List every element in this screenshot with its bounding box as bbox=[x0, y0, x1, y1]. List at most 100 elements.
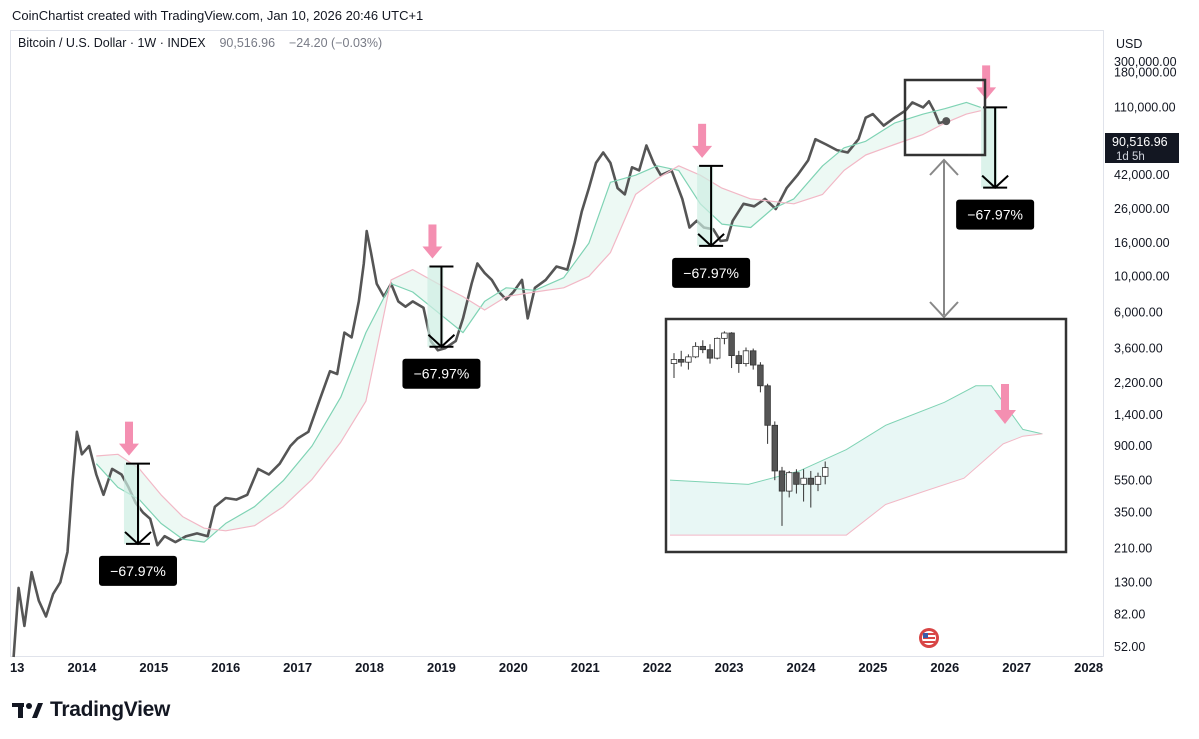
drawdown-annotation: −67.97% bbox=[672, 123, 751, 288]
y-tick-label: 300,000.00 bbox=[1114, 55, 1177, 69]
candle-body bbox=[706, 349, 714, 359]
pink-arrow-icon bbox=[698, 123, 707, 148]
plot-area[interactable] bbox=[10, 30, 1103, 657]
x-axis-labels: 13 2014 2015 2016 2017 2018 2019 2020 2021 2022 20… bbox=[10, 660, 1103, 675]
x-tick-label: 2021 bbox=[571, 660, 600, 675]
y-tick-label: 52.00 bbox=[1114, 640, 1145, 654]
inset-candle bbox=[685, 354, 692, 370]
candle-body bbox=[721, 332, 728, 339]
footer-brand: TradingView bbox=[12, 698, 170, 722]
pink-arrowhead-icon bbox=[692, 145, 713, 158]
drawdown-zone bbox=[123, 463, 140, 544]
x-tick-label: 13 bbox=[10, 660, 24, 675]
inset-candle bbox=[735, 350, 742, 373]
drawdown-label-box bbox=[956, 199, 1035, 230]
price-line bbox=[12, 100, 947, 658]
y-tick-label: 900.00 bbox=[1114, 439, 1152, 453]
y-tick-label: 2,200.00 bbox=[1114, 376, 1163, 390]
inset-candle bbox=[778, 466, 786, 526]
candle-body bbox=[757, 364, 764, 387]
inset-candle bbox=[714, 337, 721, 360]
x-tick-label: 2017 bbox=[283, 660, 312, 675]
x-tick-label: 2028 bbox=[1074, 660, 1103, 675]
tradingview-logo-icon bbox=[12, 703, 43, 718]
y-tick-label: 6,000.00 bbox=[1114, 305, 1163, 319]
x-tick-label: 2027 bbox=[1002, 660, 1031, 675]
legend-price: 90,516.96 bbox=[219, 36, 276, 50]
drawdown-label: −67.97% bbox=[110, 563, 166, 579]
inset-candle bbox=[742, 347, 750, 367]
focus-box bbox=[903, 78, 987, 157]
drawdown-zone bbox=[697, 165, 714, 246]
inset-candle bbox=[728, 332, 735, 369]
brand-name: TradingView bbox=[50, 698, 171, 721]
y-tick-label: 550.00 bbox=[1114, 474, 1152, 488]
drawdown-label: −67.97% bbox=[414, 366, 470, 382]
drawdown-annotation: −67.97% bbox=[98, 421, 177, 586]
x-tick-label: 2022 bbox=[643, 660, 672, 675]
inset-candle bbox=[800, 469, 807, 502]
chart-caption: CoinChartist created with TradingView.co… bbox=[12, 8, 424, 23]
inset-candle bbox=[692, 342, 699, 359]
current-price-tag: 90,516.96 1d 5h bbox=[1105, 133, 1179, 163]
connector-arrow-up-icon bbox=[929, 158, 959, 176]
drawdown-annotation: −67.97% bbox=[956, 65, 1035, 230]
y-tick-label: 130.00 bbox=[1114, 575, 1152, 589]
y-tick-label: 42,000.00 bbox=[1114, 168, 1170, 182]
inset-candle bbox=[771, 421, 778, 481]
inset-candle bbox=[807, 470, 814, 508]
y-tick-label: 26,000.00 bbox=[1114, 202, 1170, 216]
candle-body bbox=[714, 337, 721, 359]
x-tick-label: 2023 bbox=[715, 660, 744, 675]
drawdown-zone bbox=[427, 266, 444, 347]
x-tick-label: 2026 bbox=[930, 660, 959, 675]
candle-body bbox=[670, 359, 678, 365]
current-price-value: 90,516.96 bbox=[1112, 135, 1168, 149]
focus-box-group bbox=[903, 78, 987, 319]
inset-candle bbox=[706, 344, 714, 364]
x-tick-label: 2019 bbox=[427, 660, 456, 675]
inset-pink-arrow bbox=[994, 384, 1016, 424]
candle-body bbox=[735, 355, 742, 365]
drawdown-label: −67.97% bbox=[967, 207, 1023, 223]
y-tick-label: 16,000.00 bbox=[1114, 236, 1170, 250]
inset-candle bbox=[786, 470, 793, 498]
inset-candle bbox=[670, 353, 678, 379]
candle-body bbox=[699, 345, 706, 351]
x-tick-label: 2025 bbox=[858, 660, 887, 675]
inset-candle bbox=[721, 331, 728, 345]
cloud-fill bbox=[96, 102, 981, 543]
y-tick-label: 180,000.00 bbox=[1114, 66, 1177, 80]
candle-body bbox=[793, 472, 800, 485]
candle-body bbox=[814, 475, 822, 485]
inset-candle bbox=[814, 472, 822, 492]
inset-candle bbox=[757, 362, 764, 393]
candle-body bbox=[800, 477, 807, 485]
us-flag-icon bbox=[919, 628, 939, 648]
x-tick-label: 2015 bbox=[139, 660, 168, 675]
legend-change: −24.20 (−0.03%) bbox=[289, 36, 383, 50]
pink-arrow-icon bbox=[124, 421, 133, 446]
drawdown-annotation: −67.97% bbox=[402, 224, 481, 389]
pink-arrow-icon bbox=[982, 65, 991, 90]
y-tick-label: 350.00 bbox=[1114, 505, 1152, 519]
annotations: −67.97% −67.97% −67.97% −67.97% bbox=[98, 65, 1035, 586]
x-tick-label: 2020 bbox=[499, 660, 528, 675]
x-tick-label: 2016 bbox=[211, 660, 240, 675]
ichimoku-cloud bbox=[96, 102, 981, 543]
cloud-span-green bbox=[95, 101, 981, 543]
symbol-name[interactable]: Bitcoin / U.S. Dollar · 1W · INDEX bbox=[18, 36, 206, 50]
y-tick-label: 210.00 bbox=[1114, 541, 1152, 555]
inset-candle bbox=[793, 469, 800, 494]
inset-cloud-red bbox=[670, 433, 1043, 536]
y-tick-label: 82.00 bbox=[1114, 608, 1145, 622]
pink-arrowhead-icon bbox=[422, 246, 443, 259]
candle-body bbox=[728, 332, 735, 357]
price-axis[interactable] bbox=[1103, 30, 1199, 657]
series-layer bbox=[12, 100, 981, 658]
countdown-value: 1d 5h bbox=[1116, 151, 1145, 163]
inset-pink-arrow-icon bbox=[1001, 384, 1009, 410]
drawdown-label-box bbox=[672, 257, 751, 288]
drawdown-label: −67.97% bbox=[683, 265, 739, 281]
inset-candle bbox=[699, 340, 706, 354]
